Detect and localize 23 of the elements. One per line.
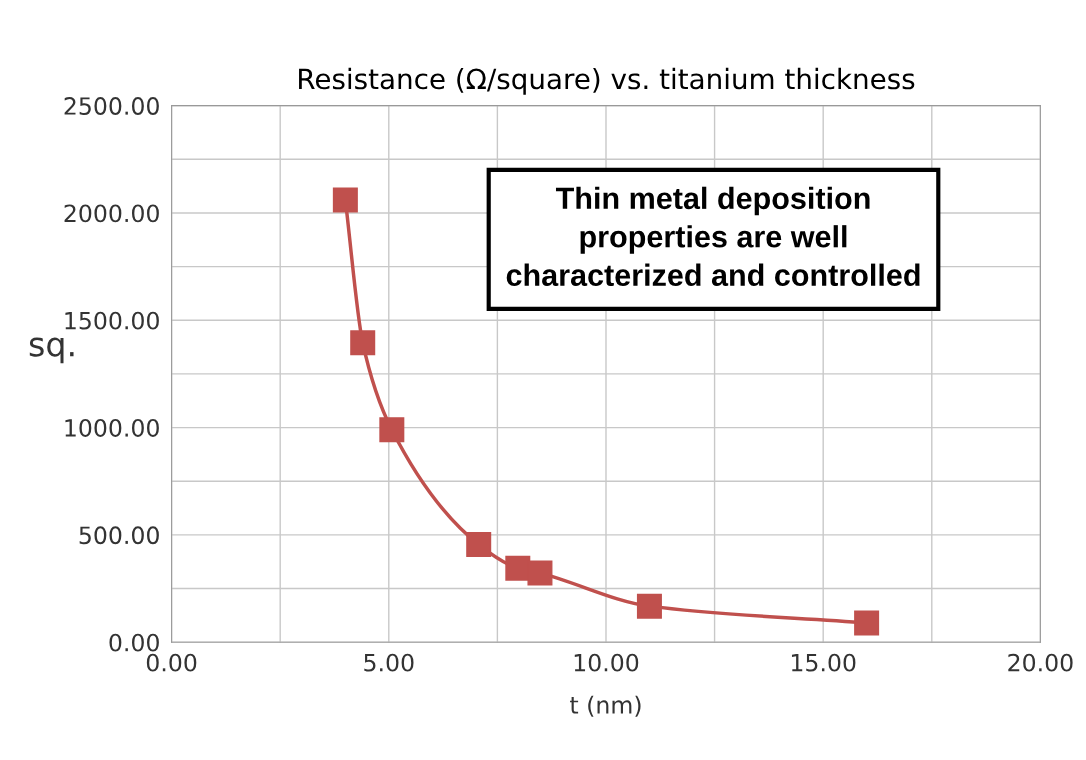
x-axis-title: t (nm) — [570, 695, 641, 717]
point — [379, 417, 405, 443]
point — [466, 532, 492, 558]
x-tick-label: 20.00 — [1008, 653, 1073, 672]
y-axis-title: sq. — [29, 337, 74, 364]
point — [505, 555, 531, 581]
x-tick-label: 15.00 — [791, 653, 856, 672]
y-tick-label: 0.00 — [109, 633, 159, 652]
y-tick-label: 2500.00 — [64, 97, 159, 115]
point — [350, 330, 376, 356]
x-tick-label: 0.00 — [146, 653, 197, 672]
chart-title: Resistance (Ω/square) vs. titanium thickness — [299, 67, 915, 95]
point — [332, 187, 358, 213]
y-tick-label: 1000.00 — [65, 419, 159, 437]
x-tick-label: 5.00 — [364, 653, 414, 672]
point — [854, 610, 880, 636]
x-tick-label: 10.00 — [574, 653, 639, 672]
y-tick-label: 2000.00 — [64, 204, 159, 223]
y-tick-label: 500.00 — [79, 526, 159, 545]
point — [636, 593, 662, 619]
y-tick-label: 1500.00 — [65, 311, 159, 330]
point — [527, 560, 553, 586]
annotation: Thin metal deposition properties are well characterized and controlled — [506, 186, 920, 287]
